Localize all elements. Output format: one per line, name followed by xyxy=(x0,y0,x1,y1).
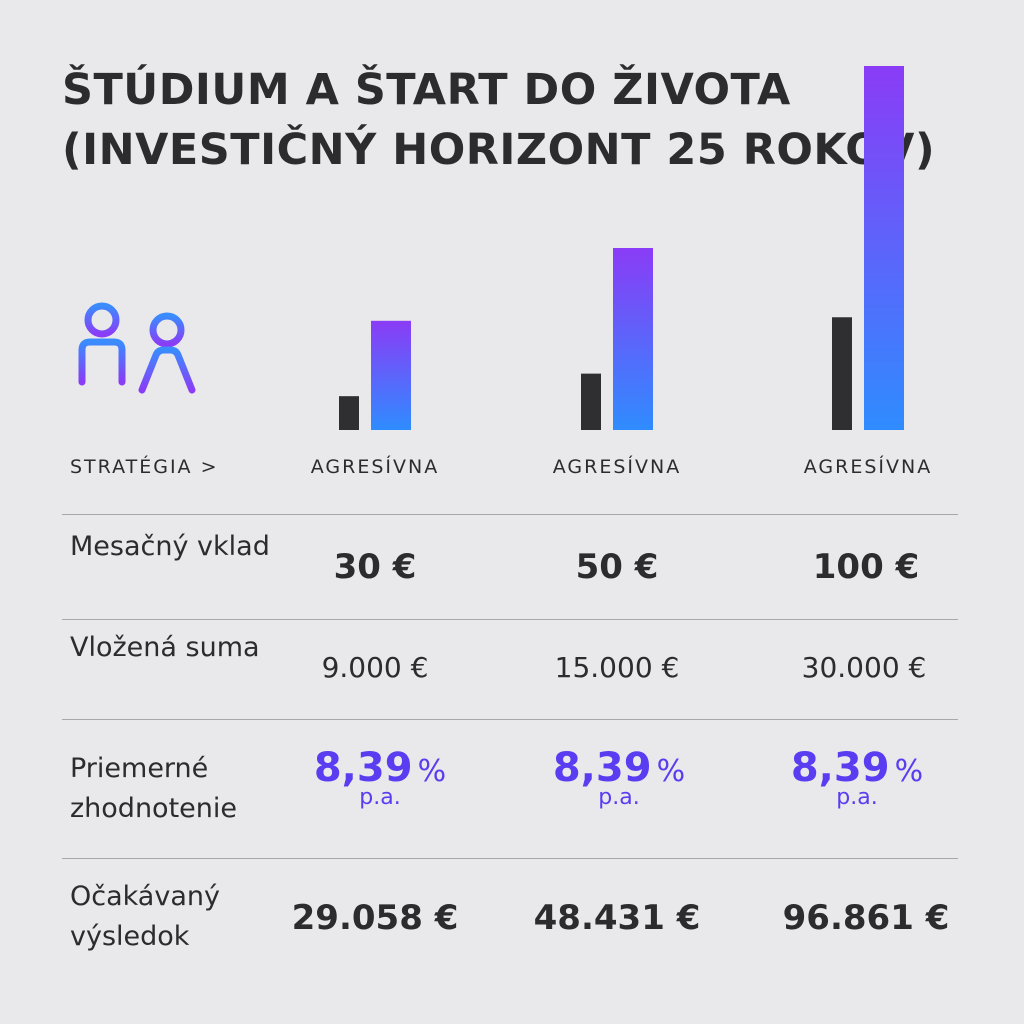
bar-result-2 xyxy=(613,247,653,430)
rate-unit: % xyxy=(894,754,924,789)
strategy-col-1: AGRESÍVNA xyxy=(310,456,440,478)
rate-period: p.a. xyxy=(598,785,640,810)
invested-col-3: 30.000 € xyxy=(801,651,927,684)
rate-value: 8,39 xyxy=(552,745,652,791)
strategy-label: STRATÉGIA > xyxy=(70,456,219,478)
divider xyxy=(62,619,958,620)
rate-value: 8,39 xyxy=(790,745,890,791)
row-label-monthly: Mesačný vklad xyxy=(70,531,270,562)
boy-figure-icon xyxy=(78,302,126,432)
divider xyxy=(62,719,958,720)
result-col-3: 96.861 € xyxy=(782,898,950,938)
row-label-rate: Priemerné zhodnotenie xyxy=(70,753,237,824)
rate-period: p.a. xyxy=(359,785,401,810)
invested-col-1: 9.000 € xyxy=(321,651,429,684)
row-label-result: Očakávaný výsledok xyxy=(70,881,220,952)
divider xyxy=(62,514,958,515)
strategy-col-3: AGRESÍVNA xyxy=(803,456,933,478)
bar-result-3 xyxy=(864,66,904,430)
divider xyxy=(62,858,958,859)
strategy-col-2: AGRESÍVNA xyxy=(552,456,682,478)
children-icon xyxy=(78,302,196,432)
rate-col-3: 8,39 % p.a. xyxy=(791,745,923,810)
chart-title: ŠTÚDIUM A ŠTART DO ŽIVOTA (INVESTIČNÝ HO… xyxy=(62,60,935,180)
bars-group xyxy=(339,66,904,430)
bar-invested-3 xyxy=(832,317,852,430)
rate-unit: % xyxy=(656,754,686,789)
rate-unit: % xyxy=(417,754,447,789)
row-label-invested: Vložená suma xyxy=(70,632,260,663)
rate-period: p.a. xyxy=(836,785,878,810)
rate-col-1: 8,39 % p.a. xyxy=(314,745,446,810)
invested-col-2: 15.000 € xyxy=(554,651,680,684)
bar-invested-2 xyxy=(581,373,601,430)
bar-result-1 xyxy=(371,320,411,430)
bar-invested-1 xyxy=(339,396,359,430)
monthly-deposit-col-1: 30 € xyxy=(333,547,417,587)
monthly-deposit-col-3: 100 € xyxy=(812,547,920,587)
rate-value: 8,39 xyxy=(313,745,413,791)
result-col-1: 29.058 € xyxy=(291,898,459,938)
rate-col-2: 8,39 % p.a. xyxy=(553,745,685,810)
monthly-deposit-col-2: 50 € xyxy=(575,547,659,587)
girl-figure-icon xyxy=(138,312,196,432)
title-line-1: ŠTÚDIUM A ŠTART DO ŽIVOTA xyxy=(62,65,791,115)
title-line-2: (INVESTIČNÝ HORIZONT 25 ROKOV) xyxy=(62,125,936,175)
result-col-2: 48.431 € xyxy=(533,898,701,938)
